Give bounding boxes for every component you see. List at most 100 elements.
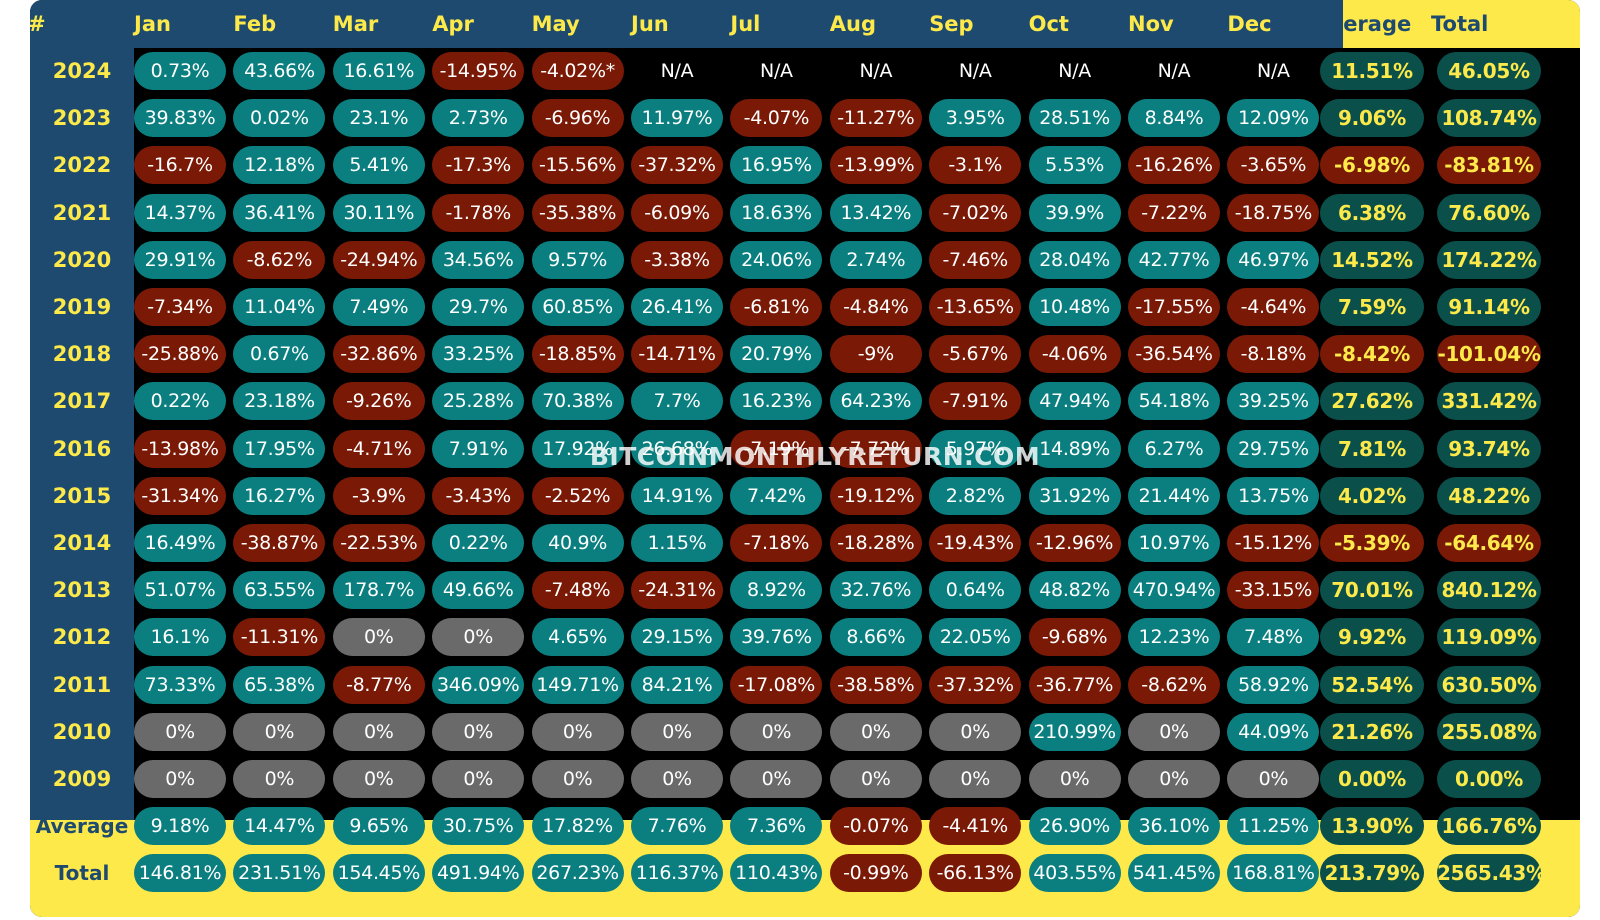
table-cell: -9.68% (1028, 618, 1121, 657)
summary-header-band (1343, 0, 1580, 48)
row-total-cell: 93.74% (1437, 429, 1541, 468)
table-cell: -2.52% (531, 476, 624, 515)
summary-column-header: Average (1314, 12, 1412, 36)
table-cell: 39.76% (730, 618, 823, 657)
table-cell: 33.25% (432, 335, 525, 374)
row-total-cell: 630.50% (1437, 665, 1541, 704)
table-cell: 39.25% (1227, 382, 1320, 421)
table-cell: 0% (432, 760, 525, 798)
table-cell: -13.65% (929, 288, 1022, 326)
table-cell: -31.34% (134, 476, 226, 515)
table-cell: 0.22% (432, 524, 525, 562)
table-cell: -17.55% (1128, 288, 1220, 326)
table-cell: 12.09% (1227, 99, 1320, 138)
table-cell: N/A (660, 60, 694, 82)
table-cell: 0% (1227, 760, 1320, 798)
table-cell: 7.42% (730, 476, 823, 515)
table-cell: 48.82% (1028, 571, 1121, 610)
table-cell: 13.42% (829, 193, 922, 232)
table-cell: 3.95% (929, 99, 1022, 138)
table-cell: -25.88% (134, 335, 226, 374)
column-header: Aug (829, 12, 877, 36)
table-cell: -19.43% (929, 524, 1022, 562)
table-cell: -14.71% (631, 335, 723, 374)
footer-cell: 7.36% (730, 807, 823, 846)
returns-table: # Jan Feb Mar Apr May Jun Jul Aug Sep Oct Nov Dec Ave… (30, 0, 1580, 917)
table-cell: -15.56% (531, 146, 624, 185)
table-cell: 2.73% (432, 99, 525, 138)
column-header: Oct (1028, 12, 1069, 36)
table-cell: N/A (1257, 60, 1290, 82)
table-cell: 9.57% (531, 240, 624, 279)
table-cell: -7.34% (134, 288, 226, 326)
table-cell: -36.77% (1028, 665, 1121, 704)
table-cell: -18.75% (1227, 193, 1320, 232)
year-label: 2018 (52, 342, 112, 367)
row-total-cell: -83.81% (1437, 146, 1541, 185)
row-average-cell: 7.81% (1320, 429, 1424, 468)
row-average-cell: -5.39% (1320, 524, 1424, 562)
table-cell: -18.28% (829, 524, 922, 562)
row-average-cell: 21.26% (1320, 712, 1424, 751)
column-header: Dec (1227, 12, 1272, 36)
table-cell: -37.32% (929, 665, 1022, 704)
footer-average-cell: 213.79% (1320, 854, 1424, 893)
table-cell: 22.05% (929, 618, 1022, 657)
row-average-cell: 70.01% (1320, 571, 1424, 610)
row-total-cell: 840.12% (1437, 571, 1541, 610)
table-cell: 0% (730, 760, 823, 798)
table-cell: 0% (134, 712, 226, 751)
row-average-cell: 52.54% (1320, 665, 1424, 704)
table-cell: 13.75% (1227, 476, 1320, 515)
table-cell: 16.49% (134, 524, 226, 562)
year-label: 2013 (52, 578, 112, 603)
table-cell: 64.23% (829, 382, 922, 421)
year-label: 2015 (52, 483, 112, 508)
footer-cell: 14.47% (233, 807, 326, 846)
footer-average-cell: 13.90% (1320, 807, 1424, 846)
table-cell: -11.27% (829, 99, 922, 138)
footer-cell: -0.07% (829, 807, 922, 846)
year-label: 2012 (52, 625, 112, 650)
table-cell: 6.27% (1128, 429, 1220, 468)
table-cell: -24.94% (332, 240, 425, 279)
table-cell: 29.15% (631, 618, 723, 657)
row-total-cell: -64.64% (1437, 524, 1541, 562)
footer-cell: -4.41% (929, 807, 1022, 846)
table-cell: 29.75% (1227, 429, 1320, 468)
table-cell: -4.71% (332, 429, 425, 468)
table-cell: 54.18% (1128, 382, 1220, 421)
table-cell: -4.02%* (531, 52, 624, 90)
table-cell: 16.1% (134, 618, 226, 657)
table-cell: 10.48% (1028, 288, 1121, 326)
table-cell: 14.37% (134, 193, 226, 232)
table-cell: 0% (929, 760, 1022, 798)
table-cell: 63.55% (233, 571, 326, 610)
table-cell: 0% (1028, 760, 1121, 798)
year-label: 2023 (52, 106, 112, 131)
table-cell: -8.77% (332, 665, 425, 704)
table-cell: -17.3% (432, 146, 525, 185)
table-cell: 28.51% (1028, 99, 1121, 138)
table-cell: -7.91% (929, 382, 1022, 421)
table-cell: 2.74% (829, 240, 922, 279)
header-band (30, 0, 1343, 48)
table-cell: 23.18% (233, 382, 326, 421)
table-cell: -35.38% (531, 193, 624, 232)
table-cell: 40.9% (531, 524, 624, 562)
table-cell: 8.66% (829, 618, 922, 657)
footer-cell: -0.99% (829, 854, 922, 893)
table-cell: 0.73% (134, 52, 226, 90)
year-label: 2009 (52, 767, 112, 791)
table-cell: 65.38% (233, 665, 326, 704)
table-cell: -19.12% (829, 476, 922, 515)
table-cell: -7.19% (730, 429, 823, 468)
row-average-cell: 14.52% (1320, 240, 1424, 279)
table-cell: 5.53% (1028, 146, 1121, 185)
table-cell: -1.78% (432, 193, 525, 232)
table-cell: -4.64% (1227, 288, 1320, 326)
table-cell: -37.32% (631, 146, 723, 185)
row-total-cell: 91.14% (1437, 288, 1541, 326)
table-cell: 26.68% (631, 429, 723, 468)
table-cell: 210.99% (1028, 712, 1121, 751)
